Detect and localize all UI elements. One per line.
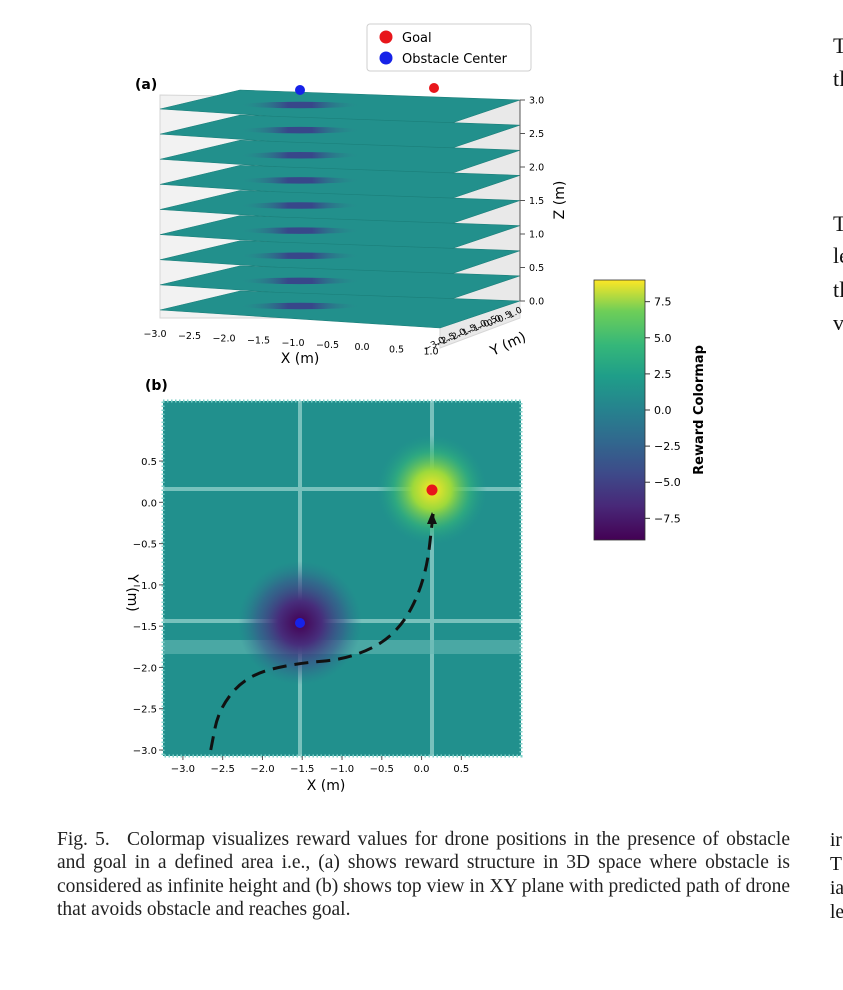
obstacle-stripe bbox=[240, 277, 360, 285]
y-tick-label-2d: −2.0 bbox=[133, 663, 157, 674]
right-col-fragment: tl bbox=[833, 277, 843, 302]
right-col-fragment: T bbox=[830, 854, 842, 875]
obstacle-center-marker-3d bbox=[295, 85, 305, 95]
z-tick-label: 2.0 bbox=[529, 163, 544, 174]
obstacle-center-marker bbox=[295, 618, 305, 628]
x-tick-label-3d: 1.0 bbox=[423, 347, 438, 358]
y-tick-label-2d: −1.5 bbox=[133, 622, 157, 633]
x-tick-label-2d: −2.0 bbox=[250, 764, 274, 775]
x-tick-label-2d: 0.0 bbox=[414, 764, 430, 775]
obstacle-stripe bbox=[240, 252, 360, 259]
colorbar-tick-label: 7.5 bbox=[654, 296, 672, 309]
z-tick-label: 1.5 bbox=[529, 196, 544, 207]
z-axis: 0.0 0.5 1.0 1.5 2.0 2.5 3.0 bbox=[519, 96, 544, 308]
goal-marker-3d bbox=[429, 83, 439, 93]
legend: Goal Obstacle Center bbox=[366, 23, 532, 72]
x-tick-label-3d: −1.5 bbox=[247, 336, 270, 347]
right-col-fragment: v bbox=[833, 310, 843, 335]
x-tick-label-2d: 0.5 bbox=[453, 764, 469, 775]
z-tick-label: 0.0 bbox=[529, 297, 544, 308]
right-col-fragment: le bbox=[830, 902, 843, 923]
figure: Goal Obstacle Center (a) 0.0 0.5 1.0 1.5 2.0… bbox=[124, 23, 707, 794]
x-axis-label-3d: X (m) bbox=[281, 351, 320, 367]
z-tick-label: 0.5 bbox=[529, 263, 544, 274]
y-tick-label-2d: −2.5 bbox=[133, 705, 157, 716]
colorbar-tick-label: 0.0 bbox=[654, 404, 672, 417]
z-tick-label: 3.0 bbox=[529, 96, 544, 107]
obstacle-stripe bbox=[240, 177, 360, 184]
x-tick-label-3d: −0.5 bbox=[316, 340, 339, 351]
path-arrowhead bbox=[427, 512, 437, 524]
y-tick-label-2d: 0.5 bbox=[141, 457, 157, 468]
predicted-drone-path bbox=[209, 510, 436, 751]
x-tick-label-2d: −0.5 bbox=[370, 764, 394, 775]
z-tick-label: 2.5 bbox=[529, 129, 544, 140]
z-axis-label: Z (m) bbox=[552, 181, 568, 220]
reward-layers bbox=[159, 89, 521, 329]
x-axis-3d: −3.0 −2.5 −2.0 −1.5 −1.0 −0.5 0.0 0.5 1.0 bbox=[143, 329, 438, 358]
panel-b-label: (b) bbox=[145, 378, 168, 394]
x-tick-label-3d: −1.0 bbox=[281, 338, 304, 349]
x-tick-label-3d: −2.0 bbox=[212, 333, 235, 344]
panel-a-label: (a) bbox=[135, 77, 157, 93]
legend-obstacle-label: Obstacle Center bbox=[402, 52, 508, 67]
colorbar-gradient bbox=[593, 279, 646, 541]
y-tick-label-2d: −0.5 bbox=[133, 540, 157, 551]
right-col-fragment: tl bbox=[833, 66, 843, 91]
right-col-fragment: le bbox=[833, 243, 843, 268]
y-axis-label-3d: Y (m) bbox=[487, 329, 529, 360]
panel-b: (b) −3.0 −2.5 −2.0 −1.5 −1.0 −0.5 0.0 0.5 X (m)… bbox=[124, 378, 523, 794]
y-tick-label-2d: −3.0 bbox=[133, 746, 157, 757]
legend-obstacle-marker bbox=[379, 51, 393, 65]
colorbar-tick-label: −5.0 bbox=[654, 476, 681, 489]
colorbar-tick-label: 5.0 bbox=[654, 332, 672, 345]
colorbar-tick-label: −2.5 bbox=[654, 440, 681, 453]
caption-fig-number: Fig. 5. bbox=[57, 829, 110, 850]
x-tick-label-2d: −3.0 bbox=[171, 764, 195, 775]
legend-goal-marker bbox=[379, 30, 393, 44]
x-axis-ticks-2d: −3.0 −2.5 −2.0 −1.5 −1.0 −0.5 0.0 0.5 bbox=[171, 756, 469, 775]
legend-goal-label: Goal bbox=[402, 31, 432, 46]
colorbar-label: Reward Colormap bbox=[692, 345, 707, 475]
y-axis-label-2d: Y (m) bbox=[124, 573, 140, 612]
obstacle-stripe bbox=[240, 101, 360, 109]
x-tick-label-2d: −2.5 bbox=[211, 764, 235, 775]
x-tick-label-2d: −1.5 bbox=[290, 764, 314, 775]
obstacle-stripe bbox=[240, 227, 360, 234]
y-axis-ticks-2d: 0.5 0.0 −0.5 −1.0 −1.5 −2.0 −2.5 −3.0 bbox=[133, 457, 163, 757]
obstacle-stripe bbox=[240, 126, 360, 134]
x-tick-label-3d: 0.0 bbox=[354, 342, 369, 353]
x-tick-label-3d: 0.5 bbox=[389, 344, 404, 355]
colorbar: 7.5 5.0 2.5 0.0 −2.5 −5.0 −7.5 Reward Colormap bbox=[593, 279, 707, 541]
right-col-fragment: T bbox=[833, 33, 843, 58]
x-tick-label-2d: −1.0 bbox=[330, 764, 354, 775]
goal-marker bbox=[426, 484, 438, 496]
obstacle-stripe bbox=[240, 202, 360, 209]
obstacle-stripe bbox=[240, 152, 360, 159]
colorbar-tick-label: 2.5 bbox=[654, 368, 672, 381]
right-col-fragment: ir bbox=[830, 830, 842, 851]
figure-caption: Fig. 5. Colormap visualizes reward value… bbox=[57, 828, 790, 922]
colorbar-ticks: 7.5 5.0 2.5 0.0 −2.5 −5.0 −7.5 bbox=[645, 296, 681, 525]
obstacle-stripe bbox=[240, 302, 360, 310]
y-tick-label-2d: −1.0 bbox=[133, 581, 157, 592]
x-axis-label-2d: X (m) bbox=[307, 778, 346, 794]
right-col-fragment: ia bbox=[830, 878, 843, 899]
caption-text: Colormap visualizes reward values for dr… bbox=[57, 829, 791, 921]
right-col-fragment: T bbox=[833, 211, 843, 236]
y-tick-label-2d: 0.0 bbox=[141, 498, 157, 509]
x-tick-label-3d: −3.0 bbox=[143, 329, 166, 340]
z-tick-label: 1.0 bbox=[529, 230, 544, 241]
panel-a: (a) 0.0 0.5 1.0 1.5 2.0 2.5 3.0 Z (m) −3.0 −2.5… bbox=[135, 77, 568, 367]
colorbar-tick-label: −7.5 bbox=[654, 512, 681, 525]
x-tick-label-3d: −2.5 bbox=[178, 331, 201, 342]
